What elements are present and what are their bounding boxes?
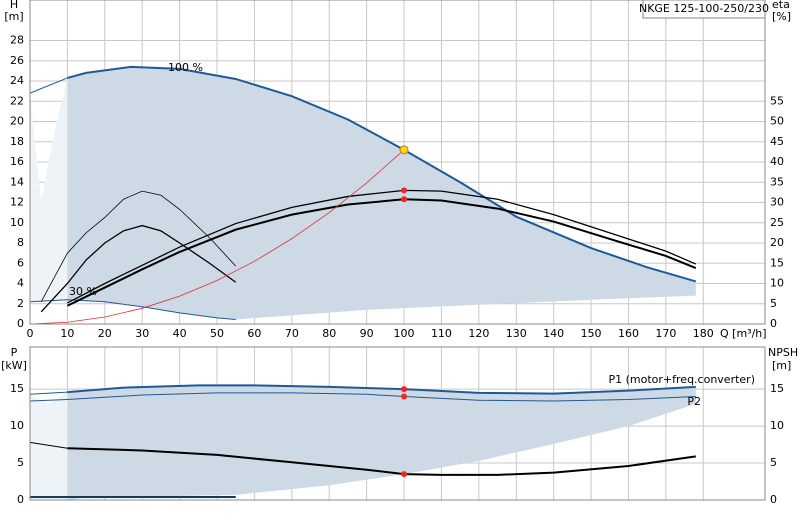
- y-tick-label: 15: [10, 382, 24, 395]
- y-tick-label: 10: [10, 419, 24, 432]
- y-tick-label: 14: [10, 175, 24, 188]
- curve: [66, 198, 697, 307]
- y-tick-label: 26: [10, 54, 24, 67]
- y2-tick-label: 45: [770, 135, 784, 148]
- annotation: P2: [687, 395, 701, 408]
- y2-tick-label: 15: [770, 256, 784, 269]
- chart-title: NKGE 125-100-250/230: [639, 2, 769, 15]
- operating-range: [30, 77, 68, 302]
- y2-tick-label: 25: [770, 216, 784, 229]
- duty-point: [399, 145, 409, 155]
- y2-tick-label: 5: [770, 456, 777, 469]
- axis-label: [kW]: [1, 359, 27, 372]
- curve: [67, 65, 697, 283]
- y2-tick-label: 40: [770, 155, 784, 168]
- curve: [29, 149, 405, 325]
- y-tick-label: 2: [17, 297, 24, 310]
- x-tick-label: 90: [360, 327, 374, 340]
- x-tick-label: 30: [135, 327, 149, 340]
- x-tick-label: 180: [693, 327, 714, 340]
- y2-tick-label: 20: [770, 236, 784, 249]
- axis-label: eta: [772, 0, 790, 11]
- y2-tick-label: 50: [770, 115, 784, 128]
- x-tick-label: 0: [27, 327, 34, 340]
- axis-label: P: [11, 346, 18, 359]
- x-tick-label: 120: [468, 327, 489, 340]
- y-tick-label: 20: [10, 115, 24, 128]
- curve: [29, 441, 68, 449]
- axis-label: NPSH: [768, 346, 798, 359]
- curve: [40, 190, 237, 302]
- duty-point: [401, 386, 408, 393]
- y-tick-label: 4: [17, 277, 24, 290]
- x-tick-label: 60: [247, 327, 261, 340]
- x-tick-label: 50: [210, 327, 224, 340]
- y2-tick-label: 10: [770, 419, 784, 432]
- x-tick-label: 20: [98, 327, 112, 340]
- y-tick-label: 0: [17, 317, 24, 330]
- curve: [29, 77, 68, 94]
- title-box: [642, 0, 766, 19]
- y-tick-label: 5: [17, 456, 24, 469]
- x-tick-label: 100: [394, 327, 415, 340]
- axis-label: [m]: [4, 10, 23, 23]
- x-tick-label: 140: [543, 327, 564, 340]
- duty-point: [401, 471, 408, 478]
- duty-point: [401, 187, 408, 194]
- duty-point: [401, 196, 408, 203]
- y-tick-label: 22: [10, 94, 24, 107]
- x-tick-label: 130: [506, 327, 527, 340]
- plot-frame: [29, 0, 766, 325]
- y-tick-label: 24: [10, 74, 24, 87]
- axis-label: H: [10, 0, 18, 11]
- y2-tick-label: 5: [770, 297, 777, 310]
- y2-tick-label: 55: [770, 94, 784, 107]
- y2-tick-label: 0: [770, 317, 777, 330]
- y-tick-label: 16: [10, 155, 24, 168]
- axis-label: [%]: [772, 10, 791, 23]
- x-tick-label: 170: [655, 327, 676, 340]
- x-tick-label: 80: [322, 327, 336, 340]
- x-tick-label: 70: [285, 327, 299, 340]
- y2-tick-label: 35: [770, 175, 784, 188]
- y2-tick-label: 10: [770, 277, 784, 290]
- x-tick-label: 160: [618, 327, 639, 340]
- y2-tick-label: 0: [770, 493, 777, 506]
- curve: [67, 384, 696, 395]
- operating-range: [30, 392, 68, 500]
- y-tick-label: 28: [10, 34, 24, 47]
- curve: [29, 392, 696, 402]
- x-tick-label: 110: [431, 327, 452, 340]
- y-tick-label: 6: [17, 256, 24, 269]
- curve: [29, 391, 68, 395]
- y-tick-label: 8: [17, 236, 24, 249]
- y2-tick-label: 30: [770, 196, 784, 209]
- curve: [67, 189, 697, 304]
- x-axis-label: Q [m³/h]: [720, 327, 767, 340]
- curve: [40, 224, 237, 313]
- y-tick-label: 10: [10, 216, 24, 229]
- y2-tick-label: 15: [770, 382, 784, 395]
- x-tick-label: 150: [581, 327, 602, 340]
- annotation: 30 %: [69, 285, 97, 298]
- x-tick-label: 10: [60, 327, 74, 340]
- duty-point: [401, 393, 408, 400]
- x-tick-label: 40: [173, 327, 187, 340]
- operating-range: [67, 385, 696, 500]
- axis-label: [m]: [772, 359, 791, 372]
- y-tick-label: 12: [10, 196, 24, 209]
- annotation: 100 %: [168, 61, 203, 74]
- annotation: P1 (motor+freq.converter): [609, 373, 756, 386]
- y-tick-label: 18: [10, 135, 24, 148]
- plot-frame: [29, 346, 766, 501]
- curve: [29, 299, 236, 320]
- y-tick-label: 0: [17, 493, 24, 506]
